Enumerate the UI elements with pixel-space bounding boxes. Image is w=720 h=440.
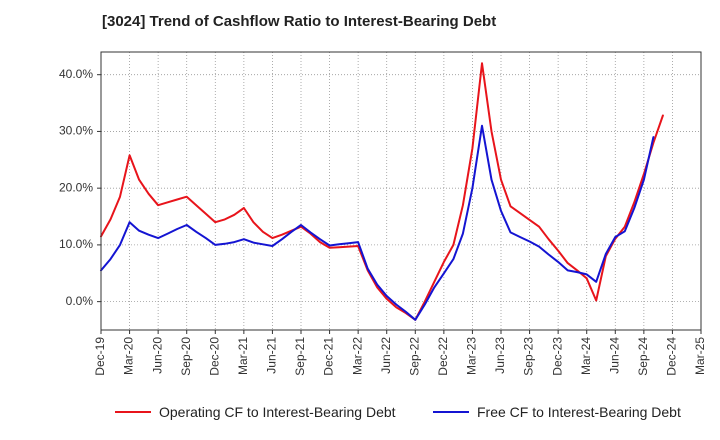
x-tick-label: Jun-24 bbox=[607, 337, 621, 374]
legend-swatch-operating bbox=[115, 411, 151, 413]
x-tick-label: Mar-20 bbox=[122, 337, 136, 375]
plot-border bbox=[100, 51, 702, 331]
x-tick-label: Dec-19 bbox=[93, 337, 107, 376]
legend-item-free: Free CF to Interest-Bearing Debt bbox=[433, 404, 681, 420]
legend-swatch-free bbox=[433, 411, 469, 413]
x-tick-label: Dec-22 bbox=[436, 337, 450, 376]
x-tick-label: Jun-20 bbox=[150, 337, 164, 374]
legend-label-free: Free CF to Interest-Bearing Debt bbox=[477, 404, 681, 420]
x-tick-label: Mar-24 bbox=[579, 337, 593, 375]
legend-label-operating: Operating CF to Interest-Bearing Debt bbox=[159, 404, 396, 420]
series-lines bbox=[100, 62, 664, 321]
x-tick-label: Dec-23 bbox=[550, 337, 564, 376]
x-tick-label: Sep-23 bbox=[522, 337, 536, 376]
x-tick-label: Sep-21 bbox=[293, 337, 307, 376]
y-axis-ticks: 0.0% 10.0% 20.0% 30.0% 40.0% bbox=[59, 67, 101, 308]
x-tick-label: Dec-24 bbox=[665, 337, 679, 376]
x-axis-ticks: Dec-19 Mar-20 Jun-20 Sep-20 Dec-20 Mar-21 Jun-… bbox=[93, 330, 707, 376]
x-tick-label: Mar-22 bbox=[350, 337, 364, 375]
x-tick-label: Dec-20 bbox=[207, 337, 221, 376]
x-tick-label: Sep-20 bbox=[179, 337, 193, 376]
series-line-operating-cf bbox=[100, 62, 664, 321]
y-tick-label: 30.0% bbox=[59, 124, 93, 138]
x-tick-label: Mar-25 bbox=[693, 337, 707, 375]
series-line-free-cf bbox=[100, 124, 655, 321]
x-tick-label: Mar-23 bbox=[465, 337, 479, 375]
plot-area bbox=[101, 52, 701, 330]
y-tick-label: 20.0% bbox=[59, 180, 93, 194]
x-tick-label: Mar-21 bbox=[236, 337, 250, 375]
x-tick-label: Sep-24 bbox=[636, 337, 650, 376]
y-tick-label: 40.0% bbox=[59, 67, 93, 81]
x-tick-label: Jun-22 bbox=[379, 337, 393, 374]
x-tick-label: Dec-21 bbox=[322, 337, 336, 376]
x-tick-label: Jun-23 bbox=[493, 337, 507, 374]
y-tick-label: 10.0% bbox=[59, 237, 93, 251]
chart-title: [3024] Trend of Cashflow Ratio to Intere… bbox=[102, 13, 497, 30]
grid-lines bbox=[100, 52, 702, 330]
x-tick-label: Jun-21 bbox=[265, 337, 279, 374]
y-tick-label: 0.0% bbox=[66, 294, 94, 308]
x-tick-label: Sep-22 bbox=[407, 337, 421, 376]
legend: Operating CF to Interest-Bearing Debt Fr… bbox=[0, 404, 720, 428]
legend-item-operating: Operating CF to Interest-Bearing Debt bbox=[115, 404, 396, 420]
